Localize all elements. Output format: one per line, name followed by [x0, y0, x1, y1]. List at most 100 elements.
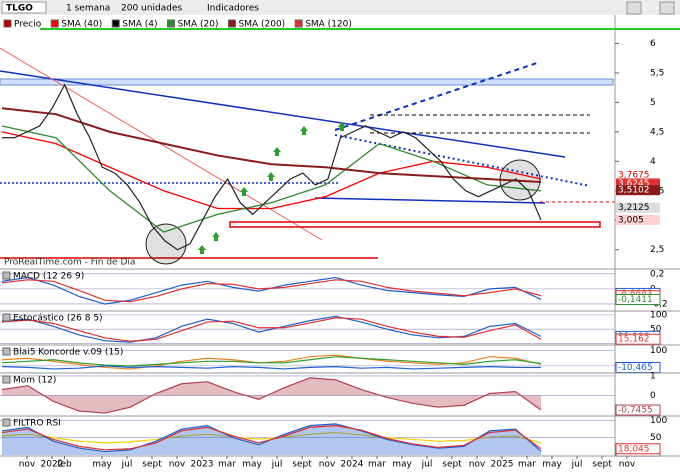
panel-title: Mom (12) [13, 376, 56, 386]
y-tick-label: 50 [650, 433, 662, 443]
x-tick-label: feb [57, 460, 72, 470]
x-tick-label: may [242, 460, 262, 470]
x-tick-label: sept [292, 460, 312, 470]
indicator-line [1, 276, 542, 305]
legend-label: SMA (200) [238, 20, 285, 30]
period[interactable]: 1 semana [66, 4, 110, 14]
legend-label: SMA (120) [305, 20, 352, 30]
y-tick-label: 5 [650, 98, 656, 108]
y-tick-label: 100 [650, 310, 667, 320]
x-tick-label: may [392, 460, 412, 470]
x-tick-label: may [92, 460, 112, 470]
value-label: -0,1411 [618, 295, 653, 305]
indicator-line [1, 377, 542, 414]
indicator-line [1, 425, 542, 451]
legend-swatch [50, 19, 59, 28]
indicator-area [2, 423, 541, 455]
y-tick-label: 1 [650, 371, 656, 381]
panel-icon [2, 271, 11, 280]
value-label-box [615, 443, 661, 455]
panel-icon [2, 313, 11, 322]
legend-swatch [227, 19, 236, 28]
legend-label: Precio [14, 20, 42, 30]
value-label-box [615, 333, 661, 345]
settings-button[interactable] [626, 1, 642, 15]
value-label: -10,465 [618, 363, 653, 373]
indicator-line [1, 279, 542, 303]
value-label-box [615, 361, 661, 373]
indicators[interactable]: Indicadores [207, 4, 259, 14]
x-tick-label: 2024 [341, 460, 364, 470]
x-tick-label: nov [619, 460, 636, 470]
watermark: ProRealTime.com - Fin de Día [4, 258, 135, 268]
x-tick-label: 2025 [491, 460, 514, 470]
y-tick-label: 50 [650, 325, 662, 335]
x-tick-label: mar [368, 460, 386, 470]
sma-line [1, 131, 542, 210]
x-tick-label: may [542, 460, 562, 470]
panel-icon [2, 418, 11, 427]
legend-label: SMA (20) [178, 20, 219, 30]
indicator-area [2, 377, 541, 414]
y-tick-label: 5,5 [650, 68, 664, 78]
price-label-box [616, 178, 660, 189]
sma-line [1, 107, 542, 183]
drawings [0, 28, 680, 265]
value-label-box [615, 294, 661, 306]
symbol-box[interactable] [1, 1, 47, 14]
menu-button[interactable] [659, 1, 675, 15]
y-tick-label: 0 [650, 391, 656, 401]
panel-title: MACD (12 26 9) [13, 272, 84, 282]
panel-title: Estocástico (26 8 5) [13, 314, 103, 324]
legend-swatch [167, 19, 175, 28]
legend-label: SMA (4) [122, 20, 157, 30]
indicator-line [1, 317, 542, 342]
value-label: -0,7455 [618, 406, 653, 416]
x-tick-label: nov [19, 460, 36, 470]
y-tick-label: 2,5 [650, 245, 664, 255]
price-label-box [616, 170, 660, 181]
y-tick-label: 4 [650, 157, 656, 167]
price-label: 3,005 [618, 215, 644, 225]
x-tick-label: sept [142, 460, 162, 470]
price-label: 3,2125 [618, 203, 650, 213]
legend-swatch [111, 19, 120, 28]
price-label: 3,5102 [618, 186, 650, 196]
y-tick-label: 6 [650, 39, 656, 49]
x-tick-label: jul [121, 460, 133, 470]
panel-icon [2, 375, 11, 384]
x-tick-label: jul [421, 460, 433, 470]
legend-swatch [294, 19, 303, 28]
x-tick-label: jul [271, 460, 283, 470]
value-label-box [615, 404, 661, 416]
x-tick-label: mar [518, 460, 536, 470]
x-tick-label: jul [571, 460, 583, 470]
x-tick-label: nov [319, 460, 336, 470]
y-tick-label: 4,5 [650, 127, 664, 137]
x-tick-label: 2022 [41, 460, 64, 470]
legend-swatch [3, 19, 12, 28]
price-label: 3,7675 [618, 171, 650, 181]
price-label: 3,6245 [618, 179, 650, 189]
price-label-box [616, 185, 660, 196]
price-line [2, 83, 542, 251]
units[interactable]: 200 unidades [121, 4, 182, 14]
x-tick-label: nov [169, 460, 186, 470]
panel-title: Blai5 Koncorde v.09 (15) [13, 348, 123, 358]
indicator-line [1, 365, 542, 370]
panel-title: FILTRO RSI [13, 419, 61, 429]
legend-label: SMA (40) [61, 20, 102, 30]
x-tick-label: sept [442, 460, 462, 470]
value-label: 15,162 [618, 335, 650, 345]
x-tick-label: sept [592, 460, 612, 470]
price-label-box [616, 202, 660, 213]
toolbar [0, 0, 680, 15]
y-tick-label: 100 [650, 416, 667, 426]
indicator-line [1, 431, 542, 444]
symbol[interactable]: TLGO [6, 4, 33, 14]
x-tick-label: nov [469, 460, 486, 470]
x-tick-label: mar [218, 460, 236, 470]
y-tick-label: 0,2 [650, 269, 664, 279]
price-label-box [616, 214, 660, 225]
